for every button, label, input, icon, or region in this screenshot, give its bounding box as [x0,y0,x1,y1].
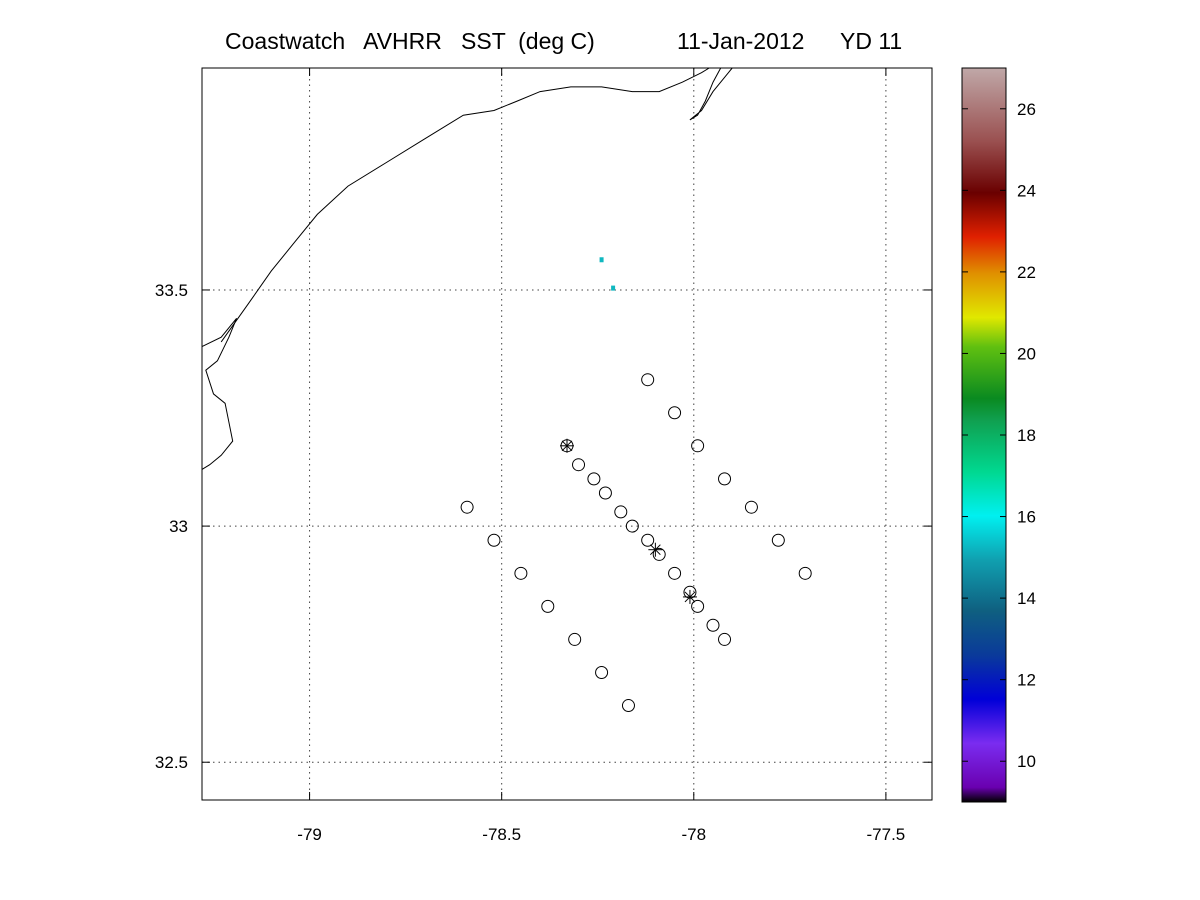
station-marker [487,533,501,547]
figure-yearday: YD 11 [840,28,903,54]
station-star-marker [682,589,697,604]
station-marker [460,500,474,514]
colorbar-tick-label: 12 [1017,671,1036,690]
station-marker [614,505,628,519]
figure-title: Coastwatch AVHRR SST (deg C) [225,28,595,54]
y-tick-label: 33.5 [155,281,188,300]
station-star-marker [648,542,663,557]
station-marker [771,533,785,547]
station-marker [621,699,635,713]
y-tick-label: 33 [169,517,188,536]
station-marker [668,406,682,420]
station-marker [598,486,612,500]
station-marker [718,472,732,486]
station-star-marker [560,438,574,453]
colorbar-tick-label: 24 [1017,181,1036,200]
coastline-island [689,67,733,121]
station-marker [652,547,666,561]
coastline [220,67,710,343]
colorbar-tick-label: 16 [1017,508,1036,527]
station-marker [625,519,639,533]
station-marker [541,599,555,613]
x-tick-label: -79 [297,825,322,844]
station-marker [691,599,705,613]
colorbar [962,68,1006,802]
station-marker [641,373,655,387]
station-marker [572,458,586,472]
station-marker [668,566,682,580]
colorbar-tick-label: 20 [1017,344,1036,363]
axis-layer: -79 -78.5 -78 -77.5 32.5 33 33.5 [155,68,932,844]
station-marker [718,632,732,646]
figure-date: 11-Jan-2012 [677,28,805,54]
station-marker [798,566,812,580]
colorbar-tick-label: 14 [1017,589,1036,608]
colorbar-tick-label: 26 [1017,100,1036,119]
grid-lines [202,68,932,800]
x-tick-label: -78.5 [482,825,521,844]
station-marker [587,472,601,486]
colorbar-axis: 10 12 14 16 18 20 22 24 26 [962,100,1036,771]
station-marker [568,632,582,646]
map-frame [201,67,933,801]
station-marker [706,618,720,632]
x-tick-label: -78 [682,825,707,844]
sst-pixel [599,257,604,263]
y-tick-label: 32.5 [155,753,188,772]
station-marker [691,439,705,453]
x-tick-label: -77.5 [867,825,906,844]
station-marker [641,533,655,547]
colorbar-tick-label: 18 [1017,426,1036,445]
coastline-bay [201,317,238,470]
colorbar-tick-label: 22 [1017,263,1036,282]
sst-pixel [611,285,616,291]
colorbar-tick-label: 10 [1017,752,1036,771]
station-marker [744,500,758,514]
data-layer [201,67,812,713]
station-marker [595,665,609,679]
station-marker [514,566,528,580]
